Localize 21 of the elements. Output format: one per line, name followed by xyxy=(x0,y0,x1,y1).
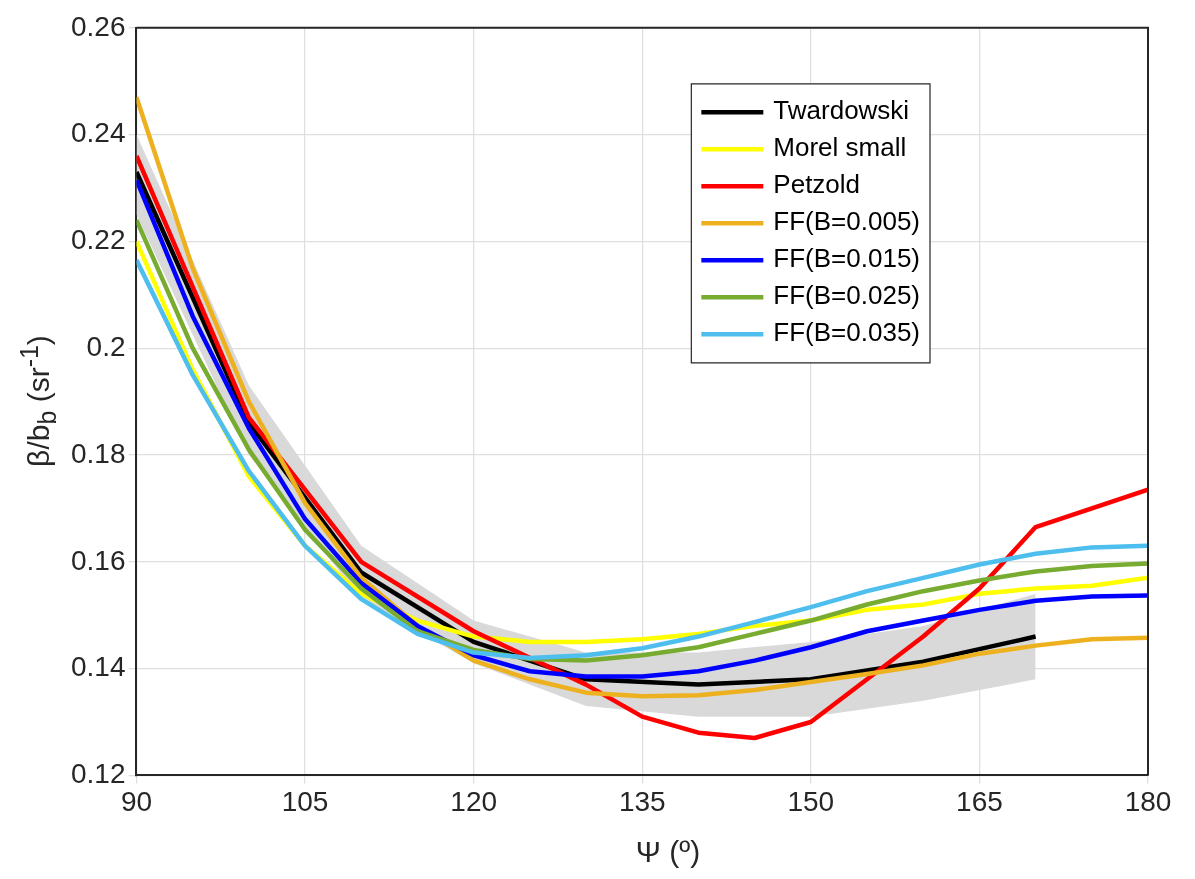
x-tick-label: 165 xyxy=(956,785,1003,817)
x-tick-label: 180 xyxy=(1124,785,1172,817)
legend-label: FF(B=0.025) xyxy=(773,280,920,311)
x-tick-label: 150 xyxy=(787,785,835,817)
y-tick-label: 0.2 xyxy=(86,330,126,362)
legend-label: FF(B=0.005) xyxy=(773,206,920,237)
legend-label: Twardowski xyxy=(773,95,910,126)
x-tick-label: 105 xyxy=(281,785,329,817)
x-tick-label: 120 xyxy=(450,785,498,817)
legend-label: Morel small xyxy=(773,132,907,163)
legend-label: FF(B=0.015) xyxy=(773,243,920,274)
x-axis-title: Ψ (º) xyxy=(634,835,702,869)
legend-label: Petzold xyxy=(773,169,861,200)
y-tick-label: 0.18 xyxy=(71,437,126,469)
y-tick-label: 0.24 xyxy=(71,117,126,149)
y-tick-label: 0.14 xyxy=(71,651,126,683)
y-tick-label: 0.16 xyxy=(71,544,126,576)
y-tick-label: 0.26 xyxy=(71,10,126,42)
legend-label: FF(B=0.035) xyxy=(773,317,920,348)
x-tick-label: 135 xyxy=(618,785,666,817)
y-tick-label: 0.22 xyxy=(71,224,126,256)
